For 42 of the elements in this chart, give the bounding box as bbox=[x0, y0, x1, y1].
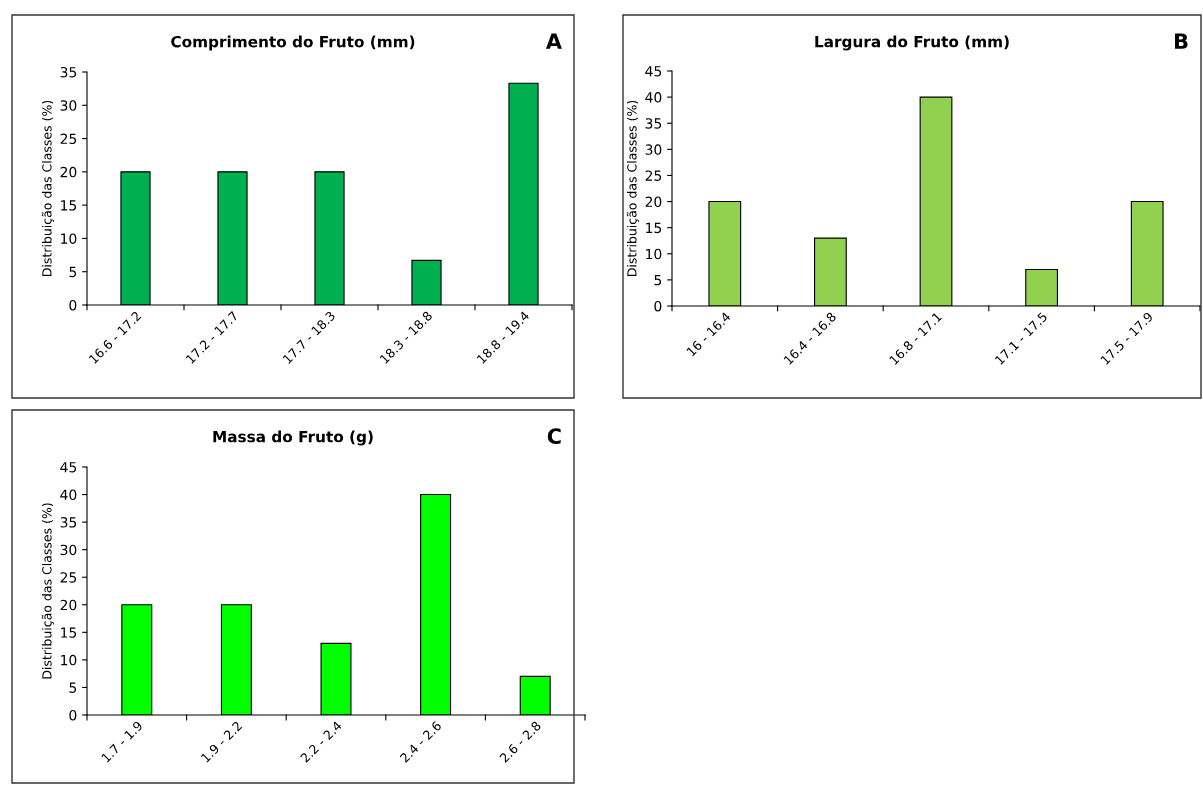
y-tick-label: 20 bbox=[60, 166, 77, 178]
x-tick-label: 1.7 - 1.9 bbox=[101, 720, 144, 763]
y-tick-label: 30 bbox=[60, 544, 77, 556]
y-tick-label: 10 bbox=[61, 654, 77, 666]
y-tick-label: 45 bbox=[60, 462, 77, 473]
x-tick-label: 1.9 - 2.2 bbox=[200, 720, 243, 763]
y-tick-label: 25 bbox=[645, 170, 662, 181]
y-tick-label: 25 bbox=[60, 133, 77, 145]
y-tick-label: 30 bbox=[645, 144, 662, 155]
y-tick-label: 5 bbox=[69, 682, 77, 693]
y-tick-label: 5 bbox=[69, 266, 77, 278]
y-axis-title: Distribuição das Classes (%) bbox=[41, 503, 54, 679]
chart-title: Massa do Fruto (g) bbox=[213, 430, 373, 446]
text: B bbox=[1175, 33, 1188, 49]
y-tick-label: 35 bbox=[60, 517, 77, 528]
y-tick-label: 40 bbox=[645, 92, 662, 103]
chart-title: Largura do Fruto (mm) bbox=[815, 35, 1009, 51]
y-tick-label: 15 bbox=[61, 627, 77, 638]
y-tick-label: 15 bbox=[646, 222, 662, 234]
y-tick-label: 10 bbox=[646, 248, 662, 260]
y-tick-label: 30 bbox=[60, 100, 77, 111]
x-tick-label: 2.4 - 2.6 bbox=[399, 720, 442, 763]
y-tick-label: 40 bbox=[60, 489, 77, 501]
y-tick-label: 35 bbox=[645, 118, 662, 129]
y-axis-title: Distribuição das Classes (%) bbox=[41, 100, 54, 276]
y-tick-label: 0 bbox=[69, 299, 77, 311]
y-tick-label: 10 bbox=[61, 233, 77, 244]
y-tick-label: 20 bbox=[645, 196, 662, 208]
y-tick-label: 15 bbox=[61, 200, 77, 211]
x-tick-label: 2.2 - 2.4 bbox=[299, 720, 343, 763]
text: C bbox=[547, 428, 561, 445]
y-tick-label: 25 bbox=[60, 572, 77, 583]
text: A bbox=[545, 33, 562, 49]
y-tick-label: 0 bbox=[69, 709, 77, 721]
y-tick-label: 20 bbox=[60, 599, 77, 611]
y-tick-label: 35 bbox=[60, 66, 77, 78]
x-tick-label: 2.6 - 2.8 bbox=[499, 720, 542, 763]
y-tick-label: 45 bbox=[645, 66, 662, 77]
y-axis-title: Distribuição das Classes (%) bbox=[626, 100, 639, 276]
y-tick-label: 0 bbox=[654, 300, 662, 312]
y-tick-label: 5 bbox=[654, 275, 662, 286]
chart-title: Comprimento do Fruto (mm) bbox=[171, 35, 415, 51]
